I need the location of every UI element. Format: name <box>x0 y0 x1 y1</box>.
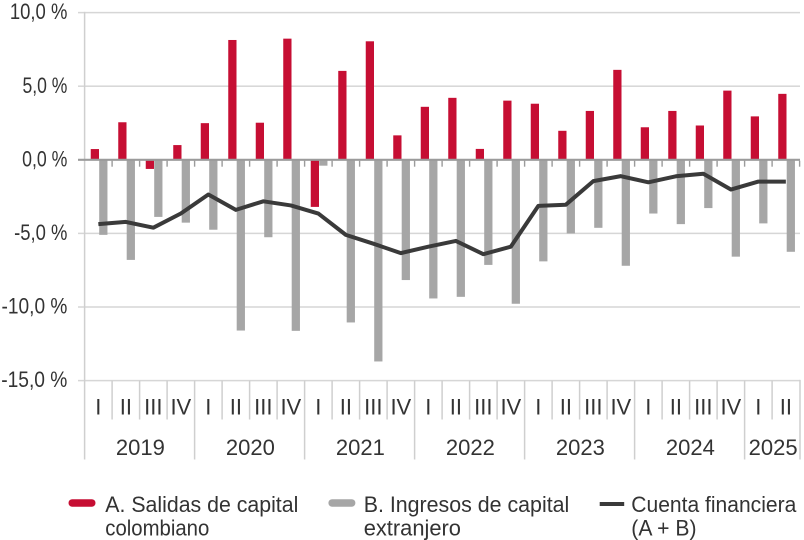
svg-text:IV: IV <box>720 395 741 420</box>
svg-text:(A + B): (A + B) <box>631 516 696 540</box>
svg-text:I: I <box>205 395 211 420</box>
svg-text:IV: IV <box>500 395 521 420</box>
svg-text:2023: 2023 <box>556 435 605 460</box>
svg-text:2024: 2024 <box>666 435 715 460</box>
svg-text:5,0 %: 5,0 % <box>23 73 68 98</box>
svg-text:II: II <box>450 395 462 420</box>
svg-text:10,0 %: 10,0 % <box>10 0 68 24</box>
svg-text:III: III <box>144 395 162 420</box>
svg-text:II: II <box>780 395 792 420</box>
svg-text:IV: IV <box>610 395 631 420</box>
svg-text:2019: 2019 <box>116 435 165 460</box>
svg-text:IV: IV <box>280 395 301 420</box>
svg-text:2021: 2021 <box>336 435 385 460</box>
svg-text:2020: 2020 <box>226 435 275 460</box>
svg-text:extranjero: extranjero <box>364 516 461 540</box>
svg-text:I: I <box>425 395 431 420</box>
svg-text:II: II <box>230 395 242 420</box>
svg-text:-10,0 %: -10,0 % <box>2 294 68 319</box>
svg-text:III: III <box>364 395 382 420</box>
svg-text:II: II <box>560 395 572 420</box>
svg-text:0,0 %: 0,0 % <box>22 146 67 171</box>
svg-text:-5,0 %: -5,0 % <box>14 220 67 245</box>
svg-text:2022: 2022 <box>446 435 495 460</box>
svg-text:I: I <box>755 395 761 420</box>
svg-text:III: III <box>694 395 712 420</box>
svg-text:B. Ingresos de capital: B. Ingresos de capital <box>364 492 570 517</box>
svg-text:II: II <box>340 395 352 420</box>
svg-text:III: III <box>474 395 492 420</box>
svg-text:IV: IV <box>170 395 191 420</box>
svg-text:III: III <box>584 395 602 420</box>
svg-text:I: I <box>535 395 541 420</box>
svg-text:III: III <box>254 395 272 420</box>
svg-text:IV: IV <box>390 395 411 420</box>
svg-text:I: I <box>645 395 651 420</box>
svg-text:II: II <box>120 395 132 420</box>
svg-text:II: II <box>670 395 682 420</box>
svg-text:I: I <box>315 395 321 420</box>
svg-text:Cuenta financiera: Cuenta financiera <box>631 492 797 517</box>
svg-text:colombiano: colombiano <box>105 516 209 540</box>
svg-text:2025: 2025 <box>749 435 798 460</box>
svg-text:A. Salidas de capital: A. Salidas de capital <box>105 492 298 517</box>
svg-text:-15,0 %: -15,0 % <box>1 367 67 392</box>
svg-text:I: I <box>95 395 101 420</box>
